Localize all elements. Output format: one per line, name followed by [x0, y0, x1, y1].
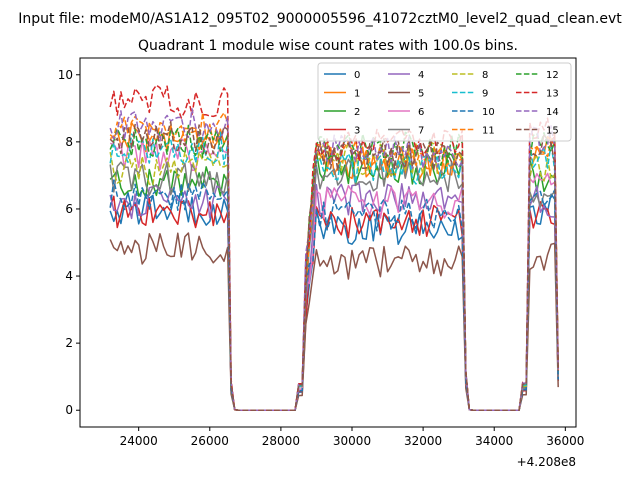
x-axis: 24000 26000 28000 30000 32000 34000 36000 [120, 427, 584, 448]
x-tick-label: 30000 [333, 434, 371, 448]
legend-label-1: 1 [354, 89, 360, 100]
legend-label-13: 13 [546, 89, 559, 100]
x-tick-label: 28000 [262, 434, 300, 448]
chart-suptitle: Input file: modeM0/AS1A12_095T02_9000005… [18, 11, 622, 27]
x-tick-label: 26000 [191, 434, 229, 448]
x-tick-label: 24000 [120, 434, 158, 448]
legend-label-15: 15 [546, 126, 559, 137]
legend-label-14: 14 [546, 107, 559, 118]
x-tick-label: 34000 [475, 434, 513, 448]
legend-label-9: 9 [482, 89, 488, 100]
y-tick-label: 6 [65, 202, 73, 216]
legend-label-2: 2 [354, 107, 360, 118]
y-tick-label: 2 [65, 336, 73, 350]
y-tick-label: 0 [65, 403, 73, 417]
legend-box [317, 62, 572, 142]
y-tick-label: 8 [65, 135, 73, 149]
legend-label-0: 0 [354, 70, 360, 81]
legend-label-8: 8 [482, 70, 488, 81]
y-axis: 0 2 4 6 8 10 [58, 68, 80, 417]
legend-label-11: 11 [482, 126, 495, 137]
plot-frame [79, 57, 577, 428]
y-tick-label: 4 [65, 269, 73, 283]
legend-label-5: 5 [418, 89, 424, 100]
legend-label-6: 6 [418, 107, 424, 118]
series-line-11 [109, 111, 559, 411]
x-axis-offset-label: +4.208e8 [517, 455, 576, 469]
series-layer [109, 84, 559, 411]
legend-label-7: 7 [418, 126, 424, 137]
legend-label-3: 3 [354, 126, 360, 137]
x-tick-label: 32000 [404, 434, 442, 448]
series-line-15 [109, 121, 559, 411]
chart-title: Quadrant 1 module wise count rates with … [138, 38, 518, 54]
legend-label-4: 4 [418, 70, 424, 81]
y-tick-label: 10 [58, 68, 73, 82]
series-line-10 [109, 179, 559, 411]
legend-label-10: 10 [482, 107, 495, 118]
legend-label-12: 12 [546, 70, 559, 81]
x-tick-label: 36000 [546, 434, 584, 448]
